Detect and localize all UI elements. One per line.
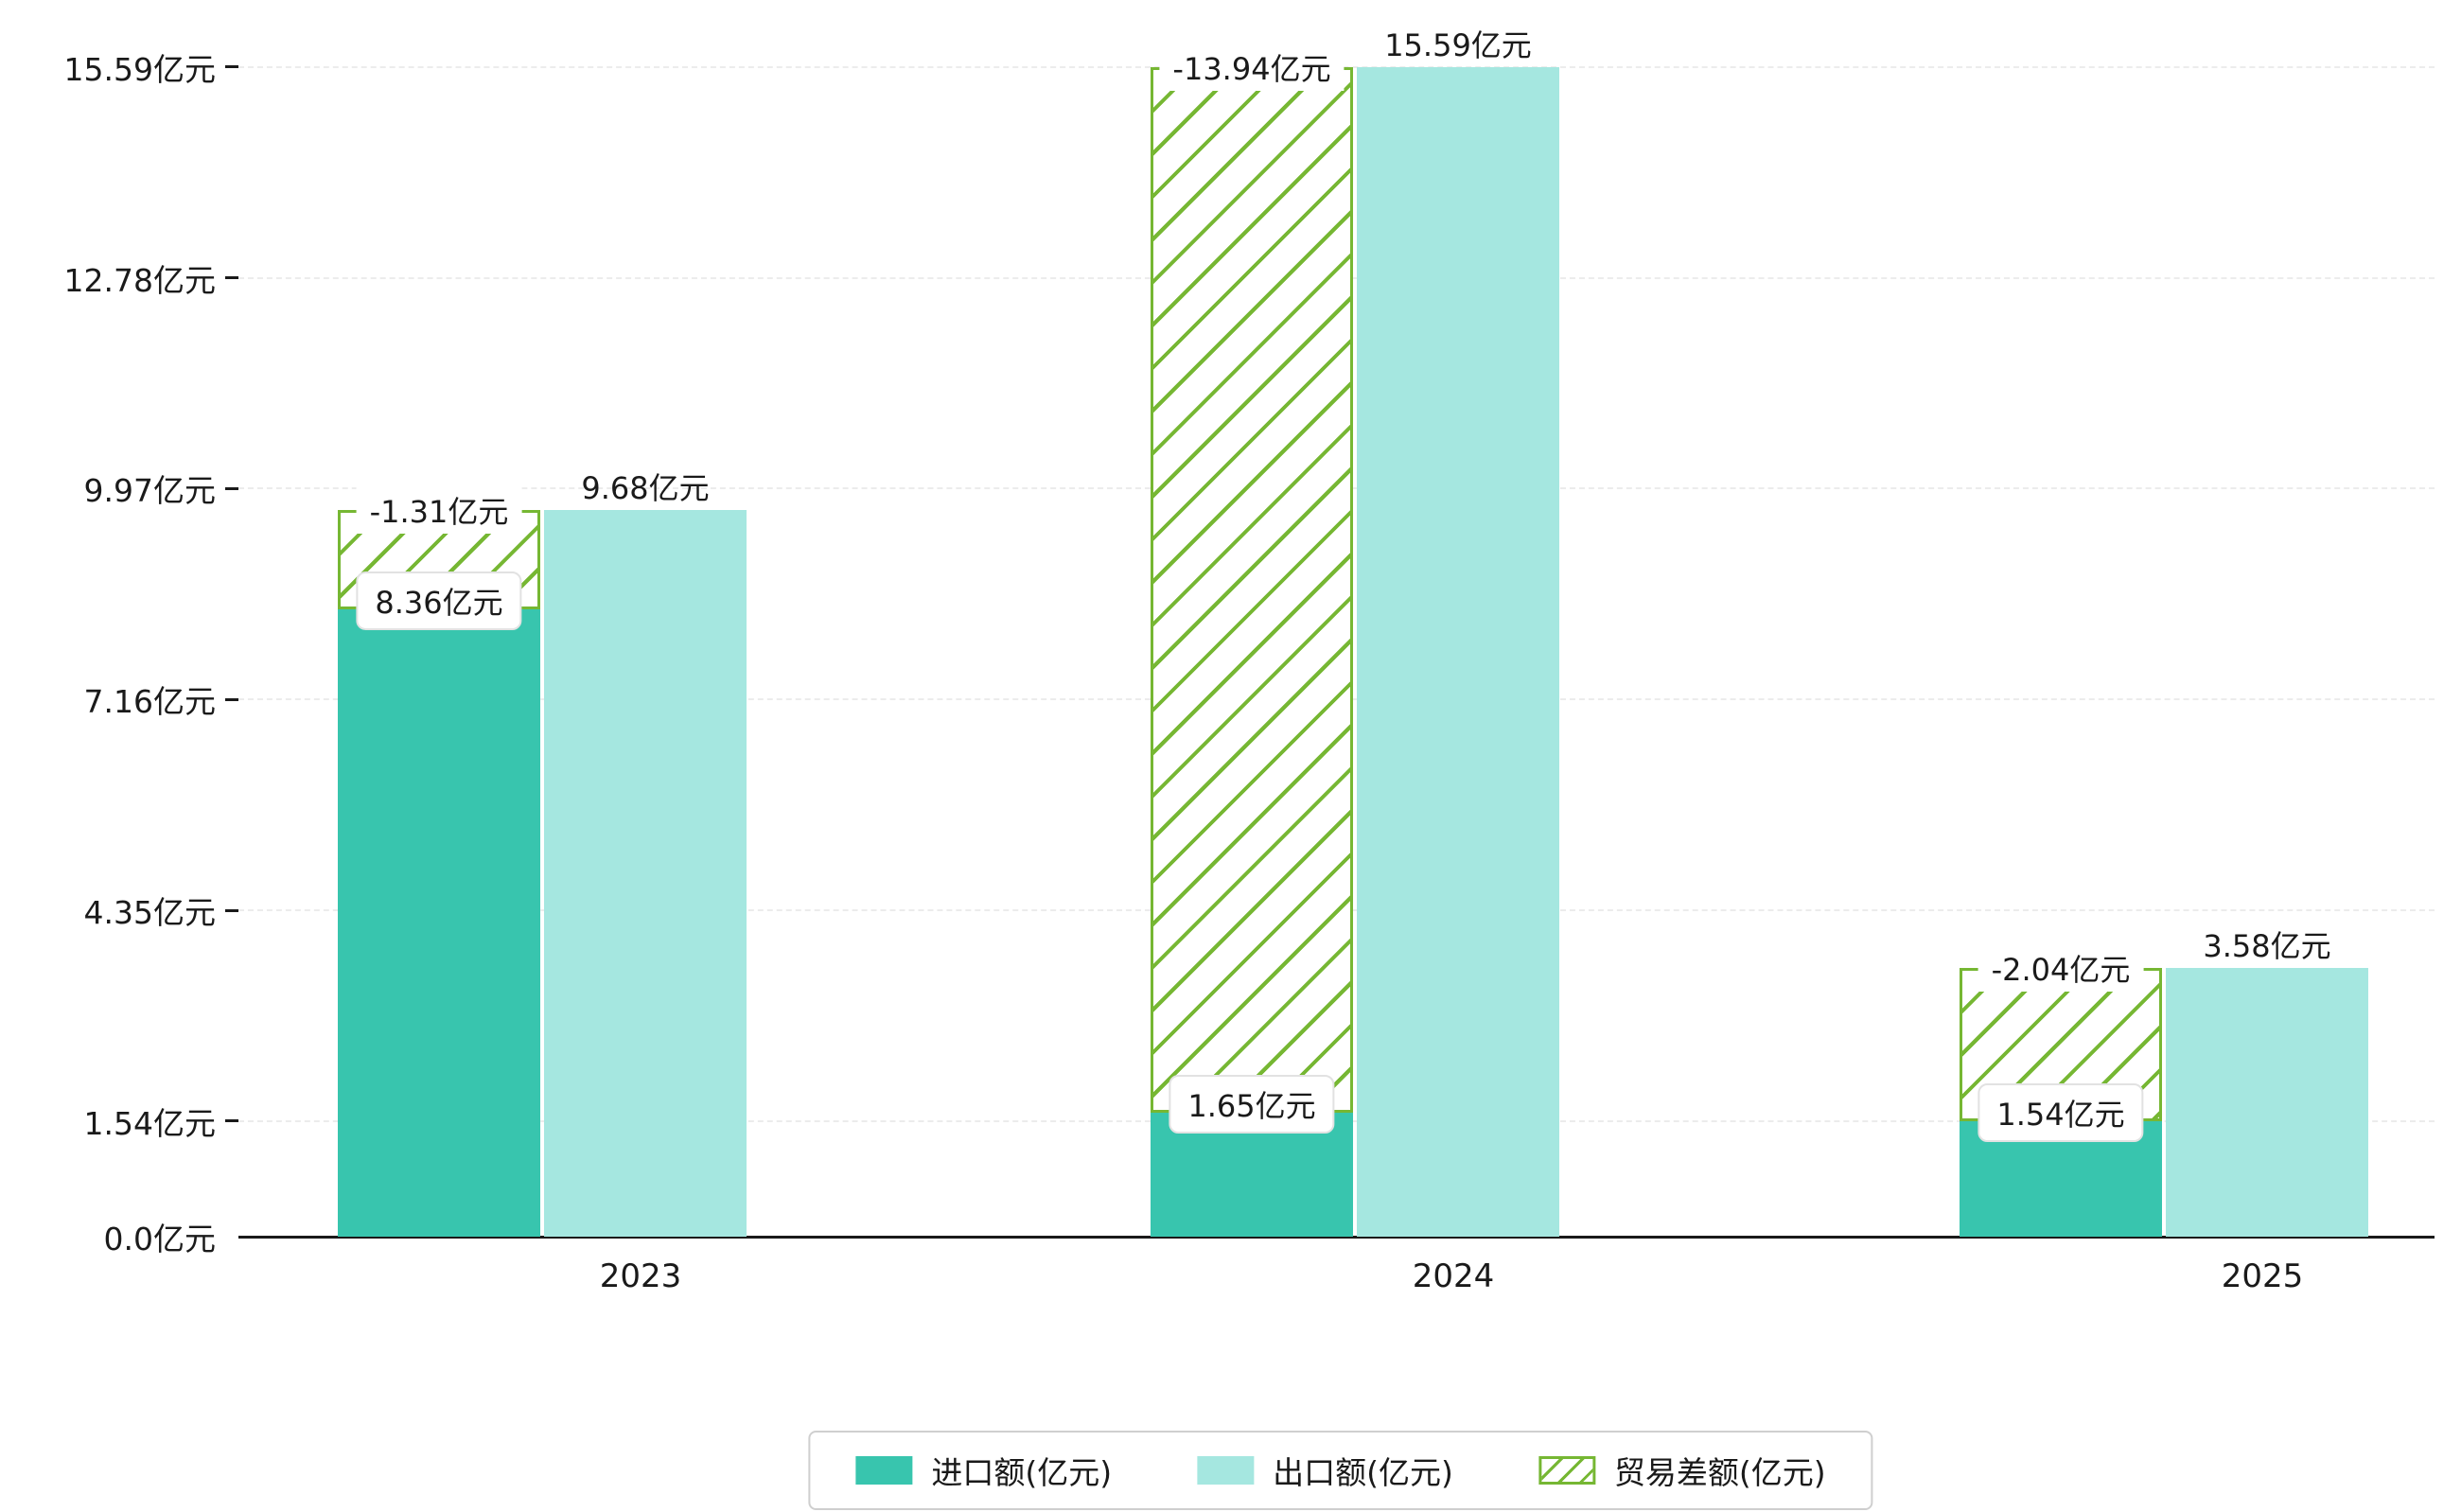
export-bar (2166, 968, 2368, 1237)
y-tick-mark (225, 697, 238, 701)
y-tick-mark (225, 908, 238, 912)
export-bar (1357, 66, 1559, 1237)
export-bar (544, 510, 747, 1237)
y-axis-tick-label: 15.59亿元 (63, 50, 216, 88)
import-value-label: 1.65亿元 (1169, 1075, 1335, 1134)
legend-label-export: 出口额(亿元) (1273, 1454, 1453, 1491)
import-bar (338, 609, 540, 1237)
legend-label-trade-balance: 贸易差额(亿元) (1613, 1454, 1826, 1491)
y-axis-tick-label: 4.35亿元 (83, 894, 216, 932)
legend: 进口额(亿元) 出口额(亿元) 贸易差额(亿元) (808, 1431, 1873, 1510)
y-tick-mark (225, 1119, 238, 1123)
trade-balance-bar (1151, 66, 1353, 1114)
y-tick-mark (225, 276, 238, 280)
y-axis-tick-label: 0.0亿元 (103, 1221, 216, 1257)
legend-swatch-trade-balance-hatched (1538, 1456, 1595, 1485)
y-tick-mark (225, 65, 238, 69)
x-axis-label: 2023 (599, 1257, 682, 1295)
x-axis-line (238, 1236, 2435, 1239)
legend-label-import: 进口额(亿元) (931, 1454, 1113, 1491)
export-value-label: 9.68亿元 (581, 470, 710, 507)
legend-item-export: 出口额(亿元) (1197, 1448, 1453, 1493)
legend-swatch-import (855, 1456, 913, 1485)
legend-item-import: 进口额(亿元) (855, 1448, 1112, 1493)
import-value-label: 8.36亿元 (356, 571, 522, 631)
y-tick-mark (225, 486, 238, 490)
x-axis-label: 2024 (1412, 1257, 1495, 1295)
y-axis-tick-label: 7.16亿元 (83, 683, 216, 721)
import-value-label: 1.54亿元 (1978, 1082, 2144, 1142)
legend-item-trade-balance: 贸易差额(亿元) (1538, 1448, 1826, 1493)
y-axis-tick-label: 9.97亿元 (83, 472, 216, 510)
x-axis-label: 2025 (2221, 1257, 2304, 1295)
balance-value-label: -2.04亿元 (1978, 944, 2144, 993)
balance-value-label: -1.31亿元 (356, 486, 522, 535)
y-axis-tick-label: 1.54亿元 (83, 1104, 216, 1142)
balance-value-label: -13.94亿元 (1159, 43, 1345, 91)
export-value-label: 15.59亿元 (1384, 26, 1532, 63)
export-value-label: 3.58亿元 (2203, 928, 2331, 965)
legend-swatch-export (1197, 1456, 1255, 1485)
y-axis-tick-label: 12.78亿元 (63, 261, 216, 299)
